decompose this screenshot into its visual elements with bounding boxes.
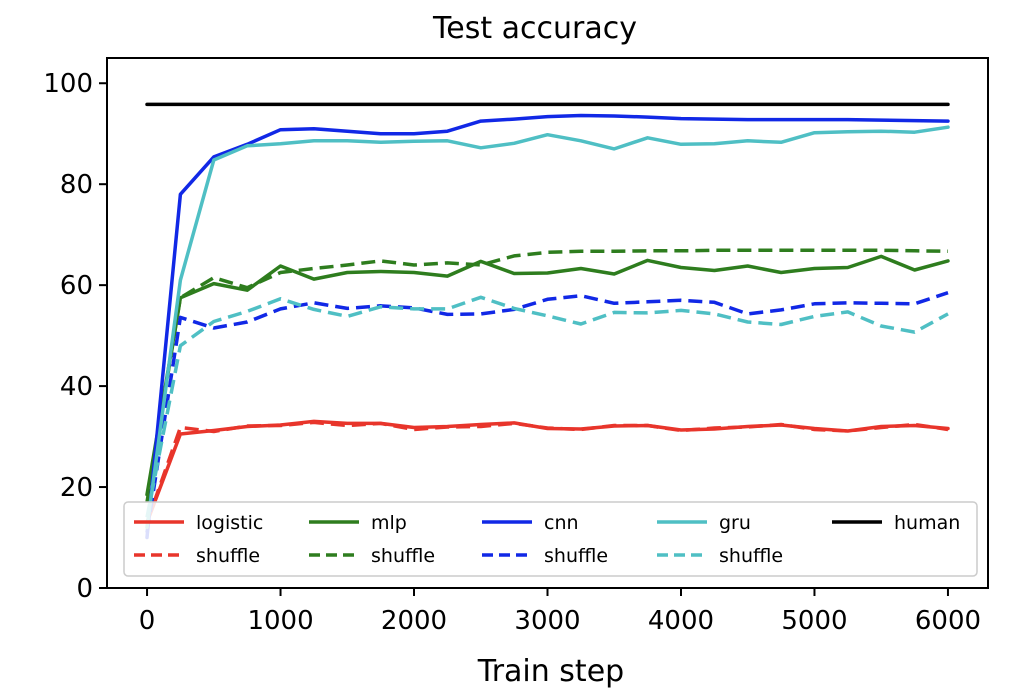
series-line-gru-6 [145, 125, 950, 530]
x-axis-ticks: 0 1000 2000 3000 4000 5000 6000 [139, 588, 981, 636]
y-tick-label: 80 [60, 170, 93, 200]
y-tick-label: 60 [60, 271, 93, 301]
x-axis-label: Train step [477, 654, 624, 689]
x-tick-label: 1000 [247, 606, 313, 636]
x-tick-label: 2000 [381, 606, 447, 636]
legend-label-gru: gru [719, 512, 751, 534]
series-line-shuffle-dashed-1 [145, 420, 949, 523]
y-tick-label: 100 [43, 69, 93, 99]
legend-label-shuffle: shuffle [371, 545, 435, 567]
chart-title: Test accuracy [432, 11, 637, 46]
legend-label-shuffle: shuffle [544, 545, 608, 567]
series-line-shuffle-dashed-5 [145, 291, 949, 533]
legend-label-shuffle: shuffle [719, 545, 783, 567]
legend-label-human: human [894, 512, 960, 534]
x-tick-label: 3000 [514, 606, 580, 636]
x-tick-label: 6000 [915, 606, 981, 636]
series-line-shuffle-dashed-3 [145, 248, 949, 503]
x-tick-label: 4000 [648, 606, 714, 636]
plot-frame [106, 57, 989, 589]
y-tick-label: 0 [76, 574, 93, 604]
legend: logistic shuffle mlp shuffle cnn shuffle gru sh… [123, 501, 978, 577]
y-tick-label: 40 [60, 372, 93, 402]
legend-label-cnn: cnn [544, 512, 579, 534]
legend-label-logistic: logistic [196, 512, 263, 534]
y-axis-ticks: 0 20 40 60 80 100 [43, 69, 107, 604]
series-line-mlp-2 [145, 254, 950, 497]
legend-label-shuffle: shuffle [196, 545, 260, 567]
legend-label-mlp: mlp [371, 512, 407, 534]
series-line-shuffle-dashed-7 [145, 295, 949, 518]
x-tick-label: 5000 [781, 606, 847, 636]
series-line-cnn-4 [145, 113, 950, 540]
y-tick-label: 20 [60, 473, 93, 503]
x-tick-label: 0 [139, 606, 156, 636]
plot-lines [145, 102, 950, 540]
